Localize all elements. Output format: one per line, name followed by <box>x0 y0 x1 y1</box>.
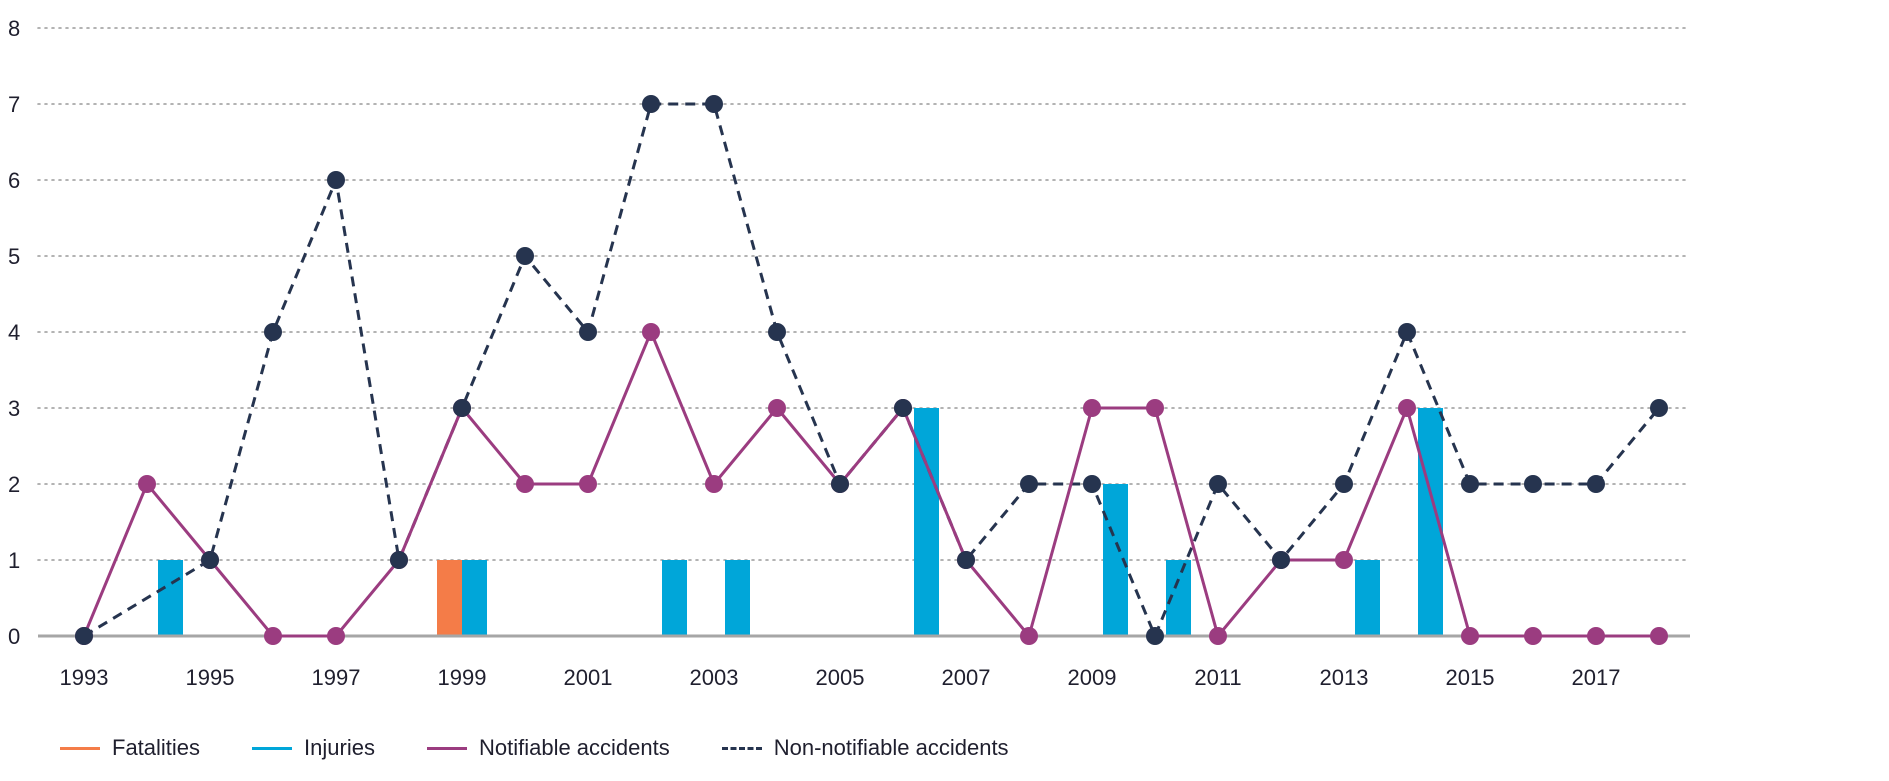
point-non-notifiable-accidents-1996 <box>264 323 282 341</box>
point-notifiable-accidents-2003 <box>705 475 723 493</box>
y-tick-label-5: 5 <box>8 244 20 269</box>
point-notifiable-accidents-2000 <box>516 475 534 493</box>
point-notifiable-accidents-2004 <box>768 399 786 417</box>
x-tick-label-2013: 2013 <box>1320 665 1369 690</box>
legend: Fatalities Injuries Notifiable accidents… <box>60 735 1061 761</box>
x-tick-label-1999: 1999 <box>438 665 487 690</box>
point-notifiable-accidents-2009 <box>1083 399 1101 417</box>
bar-injuries-2003 <box>725 560 750 636</box>
bar-injuries-2013 <box>1355 560 1380 636</box>
point-non-notifiable-accidents-2016 <box>1524 475 1542 493</box>
x-tick-label-2007: 2007 <box>942 665 991 690</box>
point-notifiable-accidents-2017 <box>1587 627 1605 645</box>
point-non-notifiable-accidents-1999 <box>453 399 471 417</box>
y-tick-label-6: 6 <box>8 168 20 193</box>
chart: 0 1 2 3 4 5 6 7 8 1993 1995 1997 1999 2001 2003 2005 20… <box>8 16 1691 690</box>
point-non-notifiable-accidents-2012 <box>1272 551 1290 569</box>
y-tick-label-3: 3 <box>8 396 20 421</box>
point-non-notifiable-accidents-2004 <box>768 323 786 341</box>
x-tick-label-2017: 2017 <box>1572 665 1621 690</box>
legend-item-non-notifiable: Non-notifiable accidents <box>721 735 1009 761</box>
x-tick-label-1995: 1995 <box>186 665 235 690</box>
point-non-notifiable-accidents-2011 <box>1209 475 1227 493</box>
bar-injuries-1999 <box>462 560 487 636</box>
point-notifiable-accidents-2014 <box>1398 399 1416 417</box>
point-non-notifiable-accidents-2017 <box>1587 475 1605 493</box>
y-tick-label-0: 0 <box>8 624 20 649</box>
point-notifiable-accidents-1997 <box>327 627 345 645</box>
point-notifiable-accidents-2008 <box>1020 627 1038 645</box>
point-non-notifiable-accidents-1993 <box>75 627 93 645</box>
point-non-notifiable-accidents-2003 <box>705 95 723 113</box>
point-non-notifiable-accidents-2010 <box>1146 627 1164 645</box>
legend-item-injuries: Injuries <box>252 735 375 761</box>
point-non-notifiable-accidents-2005 <box>831 475 849 493</box>
y-tick-label-8: 8 <box>8 16 20 41</box>
point-non-notifiable-accidents-2008 <box>1020 475 1038 493</box>
x-tick-label-2011: 2011 <box>1194 665 1241 690</box>
point-notifiable-accidents-2011 <box>1209 627 1227 645</box>
legend-swatch-notifiable <box>426 746 467 750</box>
x-axis-ticks: 1993 1995 1997 1999 2001 2003 2005 2007 2009 2011… <box>60 665 1621 690</box>
bar-injuries-2002 <box>662 560 687 636</box>
x-tick-label-1993: 1993 <box>60 665 109 690</box>
y-tick-label-2: 2 <box>8 472 20 497</box>
legend-swatch-non-notifiable <box>721 746 762 750</box>
y-tick-label-4: 4 <box>8 320 20 345</box>
point-notifiable-accidents-2018 <box>1650 627 1668 645</box>
x-tick-label-2005: 2005 <box>816 665 865 690</box>
x-tick-label-2009: 2009 <box>1068 665 1117 690</box>
point-non-notifiable-accidents-1998 <box>390 551 408 569</box>
x-tick-label-2003: 2003 <box>690 665 739 690</box>
y-axis-ticks: 0 1 2 3 4 5 6 7 8 <box>8 16 20 649</box>
series-points <box>75 95 1668 645</box>
legend-swatch-fatalities <box>60 746 100 750</box>
series-line-notifiable-accidents <box>82 330 1659 638</box>
point-non-notifiable-accidents-2018 <box>1650 399 1668 417</box>
point-notifiable-accidents-2002 <box>642 323 660 341</box>
point-notifiable-accidents-2001 <box>579 475 597 493</box>
point-non-notifiable-accidents-2006 <box>894 399 912 417</box>
legend-label-notifiable: Notifiable accidents <box>478 735 670 760</box>
x-tick-label-2015: 2015 <box>1446 665 1495 690</box>
point-non-notifiable-accidents-1997 <box>327 171 345 189</box>
legend-label-non-notifiable: Non-notifiable accidents <box>773 735 1009 760</box>
point-non-notifiable-accidents-1995 <box>201 551 219 569</box>
x-tick-label-2001: 2001 <box>564 665 613 690</box>
legend-label-injuries: Injuries <box>304 735 375 760</box>
legend-label-fatalities: Fatalities <box>112 735 201 760</box>
x-tick-label-1997: 1997 <box>312 665 361 690</box>
point-non-notifiable-accidents-2013 <box>1335 475 1353 493</box>
point-non-notifiable-accidents-2002 <box>642 95 660 113</box>
point-notifiable-accidents-2010 <box>1146 399 1164 417</box>
bar-fatalities-1999 <box>437 560 462 636</box>
point-non-notifiable-accidents-2000 <box>516 247 534 265</box>
y-tick-label-1: 1 <box>8 548 20 573</box>
bar-injuries-1994 <box>158 560 183 636</box>
point-non-notifiable-accidents-2015 <box>1461 475 1479 493</box>
point-non-notifiable-accidents-2007 <box>957 551 975 569</box>
point-notifiable-accidents-2016 <box>1524 627 1542 645</box>
bars <box>158 408 1443 636</box>
point-non-notifiable-accidents-2009 <box>1083 475 1101 493</box>
point-notifiable-accidents-2013 <box>1335 551 1353 569</box>
point-non-notifiable-accidents-2001 <box>579 323 597 341</box>
y-tick-label-7: 7 <box>8 92 20 117</box>
legend-item-notifiable: Notifiable accidents <box>426 735 670 761</box>
grid-lines <box>37 27 1691 561</box>
legend-item-fatalities: Fatalities <box>60 735 200 761</box>
point-notifiable-accidents-1996 <box>264 627 282 645</box>
point-notifiable-accidents-1994 <box>138 475 156 493</box>
legend-swatch-injuries <box>252 746 293 750</box>
point-notifiable-accidents-2015 <box>1461 627 1479 645</box>
point-non-notifiable-accidents-2014 <box>1398 323 1416 341</box>
